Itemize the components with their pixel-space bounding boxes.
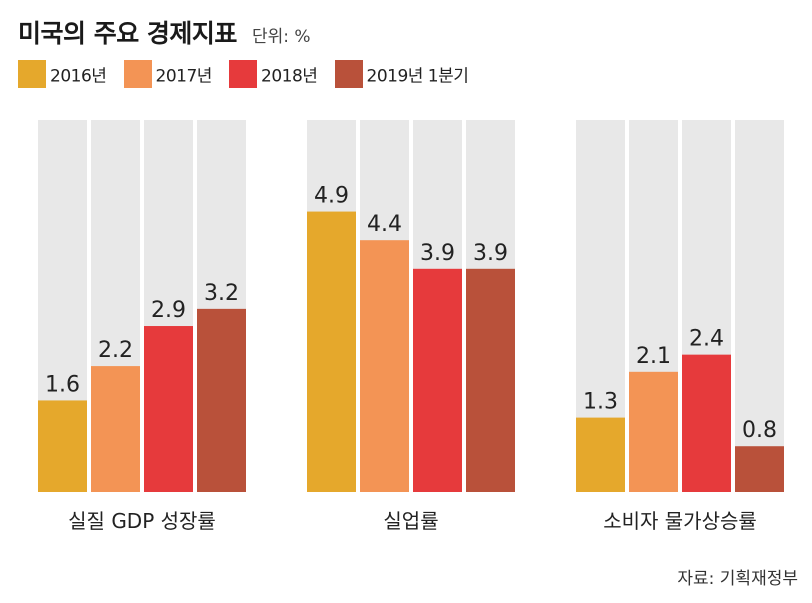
value-label: 0.8 [742,418,777,443]
bar-2018-cat3 [682,354,731,492]
bar-2016-cat1 [38,400,87,492]
value-label: 3.9 [473,241,508,266]
bar-2016-cat3 [576,417,625,492]
bar-2018-cat1 [144,326,193,492]
legend-item-2019q1: 2019년 1분기 [334,60,469,88]
legend-item-2018: 2018년 [229,60,318,88]
legend-swatch-2016 [18,60,46,88]
legend-swatch-2019q1 [334,60,363,88]
legend-swatch-2018 [229,60,257,88]
legend-item-2016: 2016년 [18,60,107,88]
bar-2018-cat2 [413,268,462,492]
source-note: 자료: 기획재정부 [677,569,798,589]
value-label: 2.4 [689,327,724,352]
legend-label-2016: 2016년 [50,66,107,87]
bar-2017-cat2 [360,240,409,492]
value-label: 2.2 [98,338,133,363]
bar-group-1: 1.6 2.2 2.9 3.2 실질 GDP 성장률 [38,120,246,533]
bar-2019q1-cat3 [735,446,784,492]
bar-group-3: 1.3 2.1 2.4 0.8 소비자 물가상승률 [576,120,784,533]
legend-label-2019q1: 2019년 1분기 [366,66,469,87]
bar-2017-cat3 [629,371,678,492]
chart-header: 미국의 주요 경제지표 단위: % [18,14,311,50]
legend-label-2018: 2018년 [261,66,318,87]
unit-label: 단위: % [252,27,311,47]
value-label: 2.1 [636,344,671,369]
value-label: 3.9 [420,241,455,266]
legend-item-2017: 2017년 [123,60,213,88]
bar-2016-cat2 [307,211,356,493]
bar-2017-cat1 [91,366,140,492]
category-label-3: 소비자 물가상승률 [603,509,757,533]
legend: 2016년 2017년 2018년 2019년 1분기 [18,60,480,90]
chart-title: 미국의 주요 경제지표 [18,19,237,48]
value-label: 1.6 [45,372,80,397]
bar-background [735,120,784,492]
value-label: 3.2 [204,281,239,306]
bar-group-2: 4.9 4.4 3.9 3.9 실업률 [307,120,515,533]
value-label: 2.9 [151,298,186,323]
bar-2019q1-cat2 [466,268,515,492]
legend-label-2017: 2017년 [155,66,213,87]
category-label-1: 실질 GDP 성장률 [68,509,216,533]
bar-2019q1-cat1 [197,308,246,492]
value-label: 4.9 [314,184,349,209]
category-label-2: 실업률 [383,509,438,533]
legend-swatch-2017 [123,60,152,88]
value-label: 4.4 [367,212,402,237]
value-label: 1.3 [583,390,618,415]
